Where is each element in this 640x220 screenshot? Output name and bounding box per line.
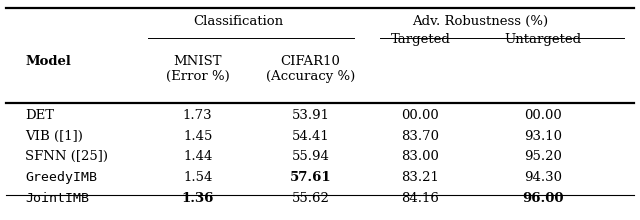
Text: 1.73: 1.73	[183, 109, 212, 122]
Text: GreedyIMB: GreedyIMB	[25, 171, 97, 184]
Text: 57.61: 57.61	[290, 171, 332, 184]
Text: 83.70: 83.70	[401, 130, 439, 143]
Text: 83.00: 83.00	[401, 150, 439, 163]
Text: SFNN ([25]): SFNN ([25])	[25, 150, 108, 163]
Text: 83.21: 83.21	[401, 171, 439, 184]
Text: Adv. Robustness (%): Adv. Robustness (%)	[412, 15, 548, 28]
Text: Model: Model	[25, 55, 71, 68]
Text: 1.54: 1.54	[183, 171, 212, 184]
Text: DET: DET	[25, 109, 54, 122]
Text: MNIST
(Error %): MNIST (Error %)	[166, 55, 230, 83]
Text: 94.30: 94.30	[524, 171, 562, 184]
Text: 1.44: 1.44	[183, 150, 212, 163]
Text: 55.62: 55.62	[292, 192, 330, 205]
Text: Untargeted: Untargeted	[504, 33, 581, 46]
Text: Classification: Classification	[193, 15, 284, 28]
Text: 93.10: 93.10	[524, 130, 562, 143]
Text: 84.16: 84.16	[401, 192, 439, 205]
Text: 53.91: 53.91	[292, 109, 330, 122]
Text: CIFAR10
(Accuracy %): CIFAR10 (Accuracy %)	[266, 55, 355, 83]
Text: 00.00: 00.00	[524, 109, 561, 122]
Text: 1.45: 1.45	[183, 130, 212, 143]
Text: 96.00: 96.00	[522, 192, 563, 205]
Text: 1.36: 1.36	[182, 192, 214, 205]
Text: 54.41: 54.41	[292, 130, 330, 143]
Text: JointIMB: JointIMB	[25, 192, 89, 205]
Text: Targeted: Targeted	[390, 33, 451, 46]
Text: 00.00: 00.00	[401, 109, 439, 122]
Text: 95.20: 95.20	[524, 150, 561, 163]
Text: 55.94: 55.94	[292, 150, 330, 163]
Text: VIB ([1]): VIB ([1])	[25, 130, 83, 143]
